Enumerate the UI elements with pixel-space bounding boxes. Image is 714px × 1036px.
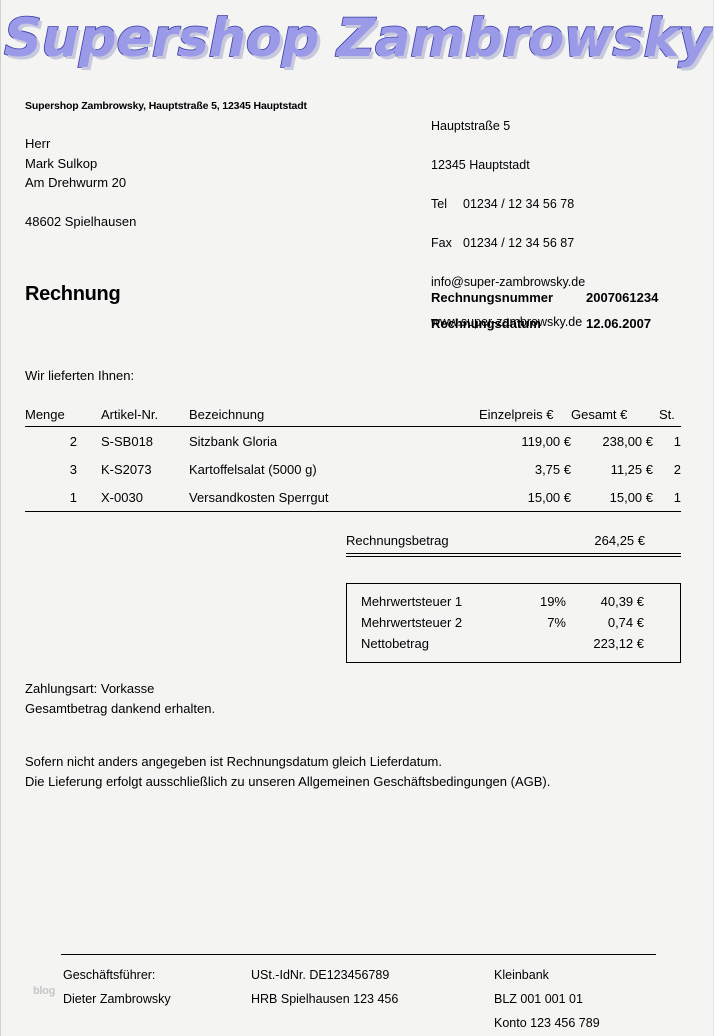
blog-watermark: blog [33, 985, 56, 997]
tax-value: 0,74 € [607, 615, 644, 630]
cell-qty: 1 [25, 483, 89, 512]
fax-value: 01234 / 12 34 56 87 [463, 236, 575, 251]
return-address-line: Supershop Zambrowsky, Hauptstraße 5, 123… [25, 100, 307, 112]
cell-tax-code: 1 [659, 483, 681, 512]
cell-tax-code: 1 [673, 434, 681, 449]
payment-note: Zahlungsart: Vorkasse Gesamtbetrag danke… [25, 681, 216, 716]
cell-total: 11,25 € [610, 462, 653, 477]
cell-description: Sitzbank Gloria [189, 434, 278, 449]
cell-total: 15,00 € [571, 483, 659, 512]
line-items-table: Menge Artikel-Nr. Bezeichnung Einzelprei… [25, 407, 681, 512]
company-fax: Fax 01234 / 12 34 56 87 [431, 234, 585, 254]
company-telephone: Tel 01234 / 12 34 56 78 [431, 195, 585, 215]
company-contact-block: Hauptstraße 5 12345 Hauptstadt Tel 01234 … [431, 97, 585, 352]
cell-article-no: X-0030 [89, 483, 189, 512]
tax-label: Mehrwertsteuer 2 [361, 615, 463, 630]
company-city: 12345 Hauptstadt [431, 157, 530, 172]
grand-total-row: Rechnungsbetrag 264,25 € [346, 533, 681, 557]
terms-note: Sofern nicht anders angegeben ist Rechnu… [25, 754, 551, 789]
fax-label: Fax [431, 236, 452, 251]
grand-total-value: 264,25 € [594, 533, 645, 548]
grand-total-label: Rechnungsbetrag [346, 533, 449, 548]
cell-unit-price: 15,00 € [479, 483, 571, 512]
page-title: Rechnung [25, 283, 121, 305]
cell-description: Versandkosten Sperrgut [189, 483, 479, 512]
tax-rate: 19% [539, 594, 566, 609]
footer-column-bank: Kleinbank BLZ 001 001 01 Konto 123 456 7… [494, 968, 600, 1030]
cell-description: Kartoffelsalat (5000 g) [189, 462, 317, 477]
company-logo: Supershop Zambrowsky [1, 4, 713, 80]
cell-tax-code: 2 [673, 462, 681, 477]
column-header-total: Gesamt € [571, 407, 659, 427]
table-row: 2 S-SB018 Sitzbank Gloria 119,00 € 238,0… [25, 427, 681, 456]
recipient-address: Herr Mark Sulkop Am Drehwurm 20 48602 Sp… [25, 136, 137, 229]
column-header-tax-code: St. [659, 407, 681, 427]
footer-divider [61, 954, 656, 955]
column-header-description: Bezeichnung [189, 407, 479, 427]
cell-total: 238,00 € [602, 434, 653, 449]
telephone-value: 01234 / 12 34 56 78 [463, 196, 575, 211]
tax-summary-box: Mehrwertsteuer 1 19% 40,39 € Mehrwertste… [346, 583, 681, 663]
company-street: Hauptstraße 5 [431, 118, 511, 133]
tax-row: Mehrwertsteuer 1 19% 40,39 € [347, 591, 680, 612]
tax-label: Mehrwertsteuer 1 [361, 594, 463, 609]
invoice-meta: Rechnungsnummer 2007061234 Rechnungsdatum… [431, 285, 658, 337]
intro-text: Wir lieferten Ihnen: [25, 368, 135, 383]
tax-rate: 7% [547, 615, 566, 630]
cell-article-no: S-SB018 [101, 434, 154, 449]
tax-row: Mehrwertsteuer 2 7% 0,74 € [347, 612, 680, 633]
invoice-number-label: Rechnungsnummer [431, 290, 554, 305]
cell-article-no: K-S2073 [101, 462, 152, 477]
footer-column-registration: USt.-IdNr. DE123456789 HRB Spielhausen 1… [251, 968, 399, 1006]
tax-value: 40,39 € [600, 594, 644, 609]
invoice-date-label: Rechnungsdatum [431, 316, 541, 331]
cell-unit-price: 119,00 € [521, 434, 571, 449]
column-header-qty: Menge [25, 407, 89, 427]
column-header-unit-price: Einzelpreis € [479, 407, 571, 427]
company-logo-text: Supershop Zambrowsky [3, 7, 713, 70]
company-email: info@super-zambrowsky.de [431, 275, 586, 290]
invoice-date-row: Rechnungsdatum 12.06.2007 [431, 311, 658, 337]
net-amount-row: Nettobetrag 223,12 € [347, 633, 680, 654]
company-website: www.super-zambrowsky.de [431, 314, 583, 329]
cell-qty: 2 [69, 434, 77, 449]
footer-column-management: Geschäftsführer: Dieter Zambrowsky [63, 968, 171, 1006]
invoice-number-value: 2007061234 [586, 290, 659, 305]
cell-qty: 3 [69, 462, 77, 477]
net-amount-value: 223,12 € [593, 636, 644, 651]
invoice-date-value: 12.06.2007 [586, 316, 652, 331]
column-header-article-no: Artikel-Nr. [89, 407, 189, 427]
table-row: 1 X-0030 Versandkosten Sperrgut 15,00 € … [25, 483, 681, 512]
table-header-row: Menge Artikel-Nr. Bezeichnung Einzelprei… [25, 407, 681, 427]
cell-unit-price: 3,75 € [534, 462, 571, 477]
net-amount-label: Nettobetrag [361, 636, 429, 651]
invoice-number-row: Rechnungsnummer 2007061234 [431, 285, 658, 311]
telephone-label: Tel [431, 196, 447, 211]
table-row: 3 K-S2073 Kartoffelsalat (5000 g) 3,75 €… [25, 455, 681, 483]
